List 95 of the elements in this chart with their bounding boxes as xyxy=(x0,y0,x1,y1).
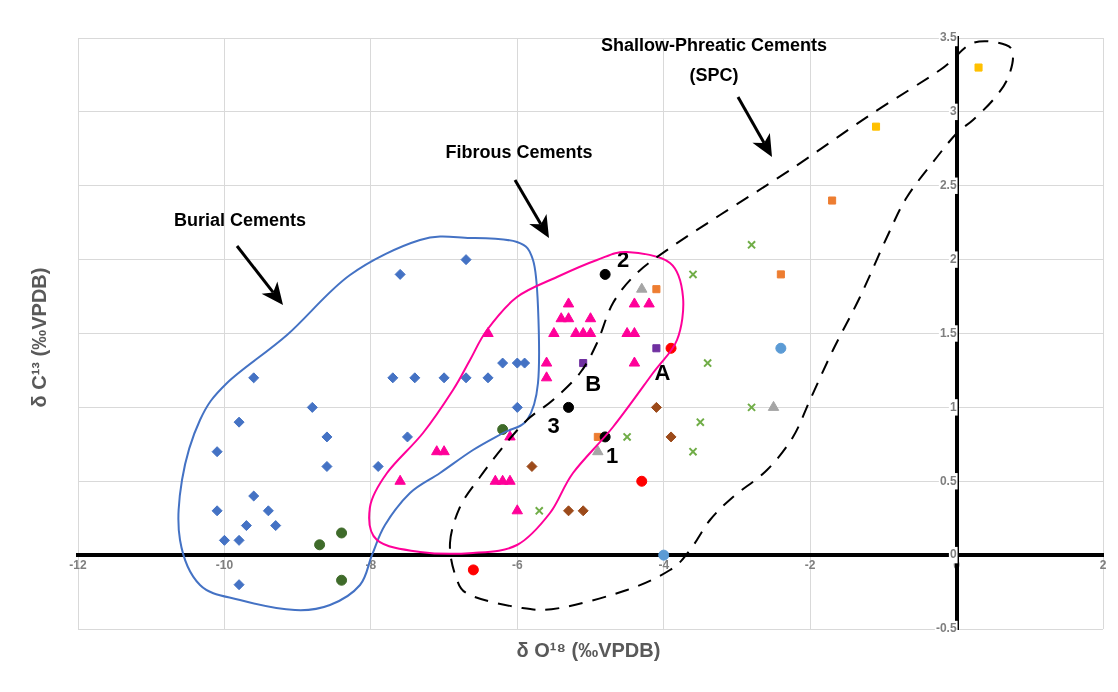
point xyxy=(233,416,245,428)
point xyxy=(511,357,523,369)
y-tick-label: 3.5 xyxy=(939,30,957,45)
point xyxy=(511,401,523,413)
point xyxy=(526,460,538,472)
point xyxy=(233,579,245,591)
point xyxy=(314,539,326,551)
point xyxy=(636,475,648,487)
annotation: A xyxy=(654,360,671,386)
annotation: Fibrous Cements xyxy=(444,141,594,164)
annotation: Burial Cements xyxy=(172,209,307,232)
point xyxy=(248,372,260,384)
y-tick-label: 1 xyxy=(949,399,957,414)
annotation: Shallow-Phreatic Cements (SPC) xyxy=(599,34,829,87)
point xyxy=(974,63,983,72)
point xyxy=(665,431,677,443)
y-tick-label: -0.5 xyxy=(935,621,957,636)
point xyxy=(688,269,698,279)
point xyxy=(321,431,333,443)
point xyxy=(482,372,494,384)
x-tick-label: 2 xyxy=(1099,557,1107,572)
x-tick-label: -12 xyxy=(69,557,87,572)
point xyxy=(636,282,648,293)
point xyxy=(563,505,575,517)
x-tick-label: -2 xyxy=(804,557,816,572)
point xyxy=(776,270,785,279)
x-tick-label: -6 xyxy=(511,557,523,572)
point xyxy=(540,371,553,382)
y-tick-label: 3 xyxy=(949,104,957,119)
point xyxy=(599,268,611,280)
x-tick-label: -4 xyxy=(658,557,670,572)
point xyxy=(233,534,245,546)
point xyxy=(747,240,757,250)
point xyxy=(504,474,516,485)
point xyxy=(695,417,705,427)
point xyxy=(248,490,260,502)
point xyxy=(519,357,531,369)
point xyxy=(409,372,421,384)
y-tick-label: 2.5 xyxy=(939,178,957,193)
point xyxy=(540,356,553,367)
annotation: 3 xyxy=(547,413,560,439)
point xyxy=(401,431,413,443)
point xyxy=(270,520,282,532)
point xyxy=(577,505,589,517)
y-tick-label: 2 xyxy=(949,251,957,266)
point xyxy=(218,534,230,546)
point xyxy=(306,401,318,413)
point xyxy=(643,297,655,308)
point xyxy=(387,372,399,384)
point xyxy=(336,574,348,586)
point xyxy=(394,268,406,280)
point xyxy=(240,520,252,532)
point xyxy=(467,564,479,576)
point xyxy=(563,401,575,413)
point xyxy=(703,358,713,368)
point xyxy=(688,447,698,457)
point xyxy=(584,312,597,323)
point xyxy=(828,196,837,205)
point xyxy=(650,401,662,413)
y-axis-title: δ C¹³ (‰VPDB) xyxy=(27,267,50,408)
point xyxy=(460,254,472,266)
y-tick-label: 1.5 xyxy=(939,325,957,340)
point xyxy=(511,504,523,515)
point xyxy=(534,506,544,516)
point xyxy=(622,432,632,442)
point xyxy=(394,474,406,485)
point xyxy=(775,342,787,354)
point xyxy=(460,372,472,384)
point xyxy=(211,505,223,517)
point xyxy=(652,285,661,294)
point xyxy=(372,460,384,472)
point xyxy=(336,527,348,539)
y-tick-label: 0 xyxy=(949,547,957,562)
point xyxy=(438,445,450,456)
point xyxy=(628,356,641,367)
point xyxy=(262,505,274,517)
point xyxy=(211,446,223,458)
point xyxy=(658,549,670,561)
point xyxy=(652,344,661,353)
point xyxy=(438,372,450,384)
x-axis-title: δ O¹⁸ (‰VPDB) xyxy=(516,638,661,661)
point xyxy=(592,445,604,456)
point xyxy=(747,402,757,412)
point xyxy=(497,357,509,369)
y-tick-label: 0.5 xyxy=(939,473,957,488)
annotation: 1 xyxy=(606,442,619,468)
point xyxy=(562,297,575,308)
point xyxy=(548,327,560,337)
x-tick-label: -10 xyxy=(215,557,234,572)
point xyxy=(872,122,881,131)
point xyxy=(562,312,575,323)
point xyxy=(628,297,641,308)
annotation: B xyxy=(585,371,602,397)
point xyxy=(321,460,333,472)
point xyxy=(767,400,780,411)
